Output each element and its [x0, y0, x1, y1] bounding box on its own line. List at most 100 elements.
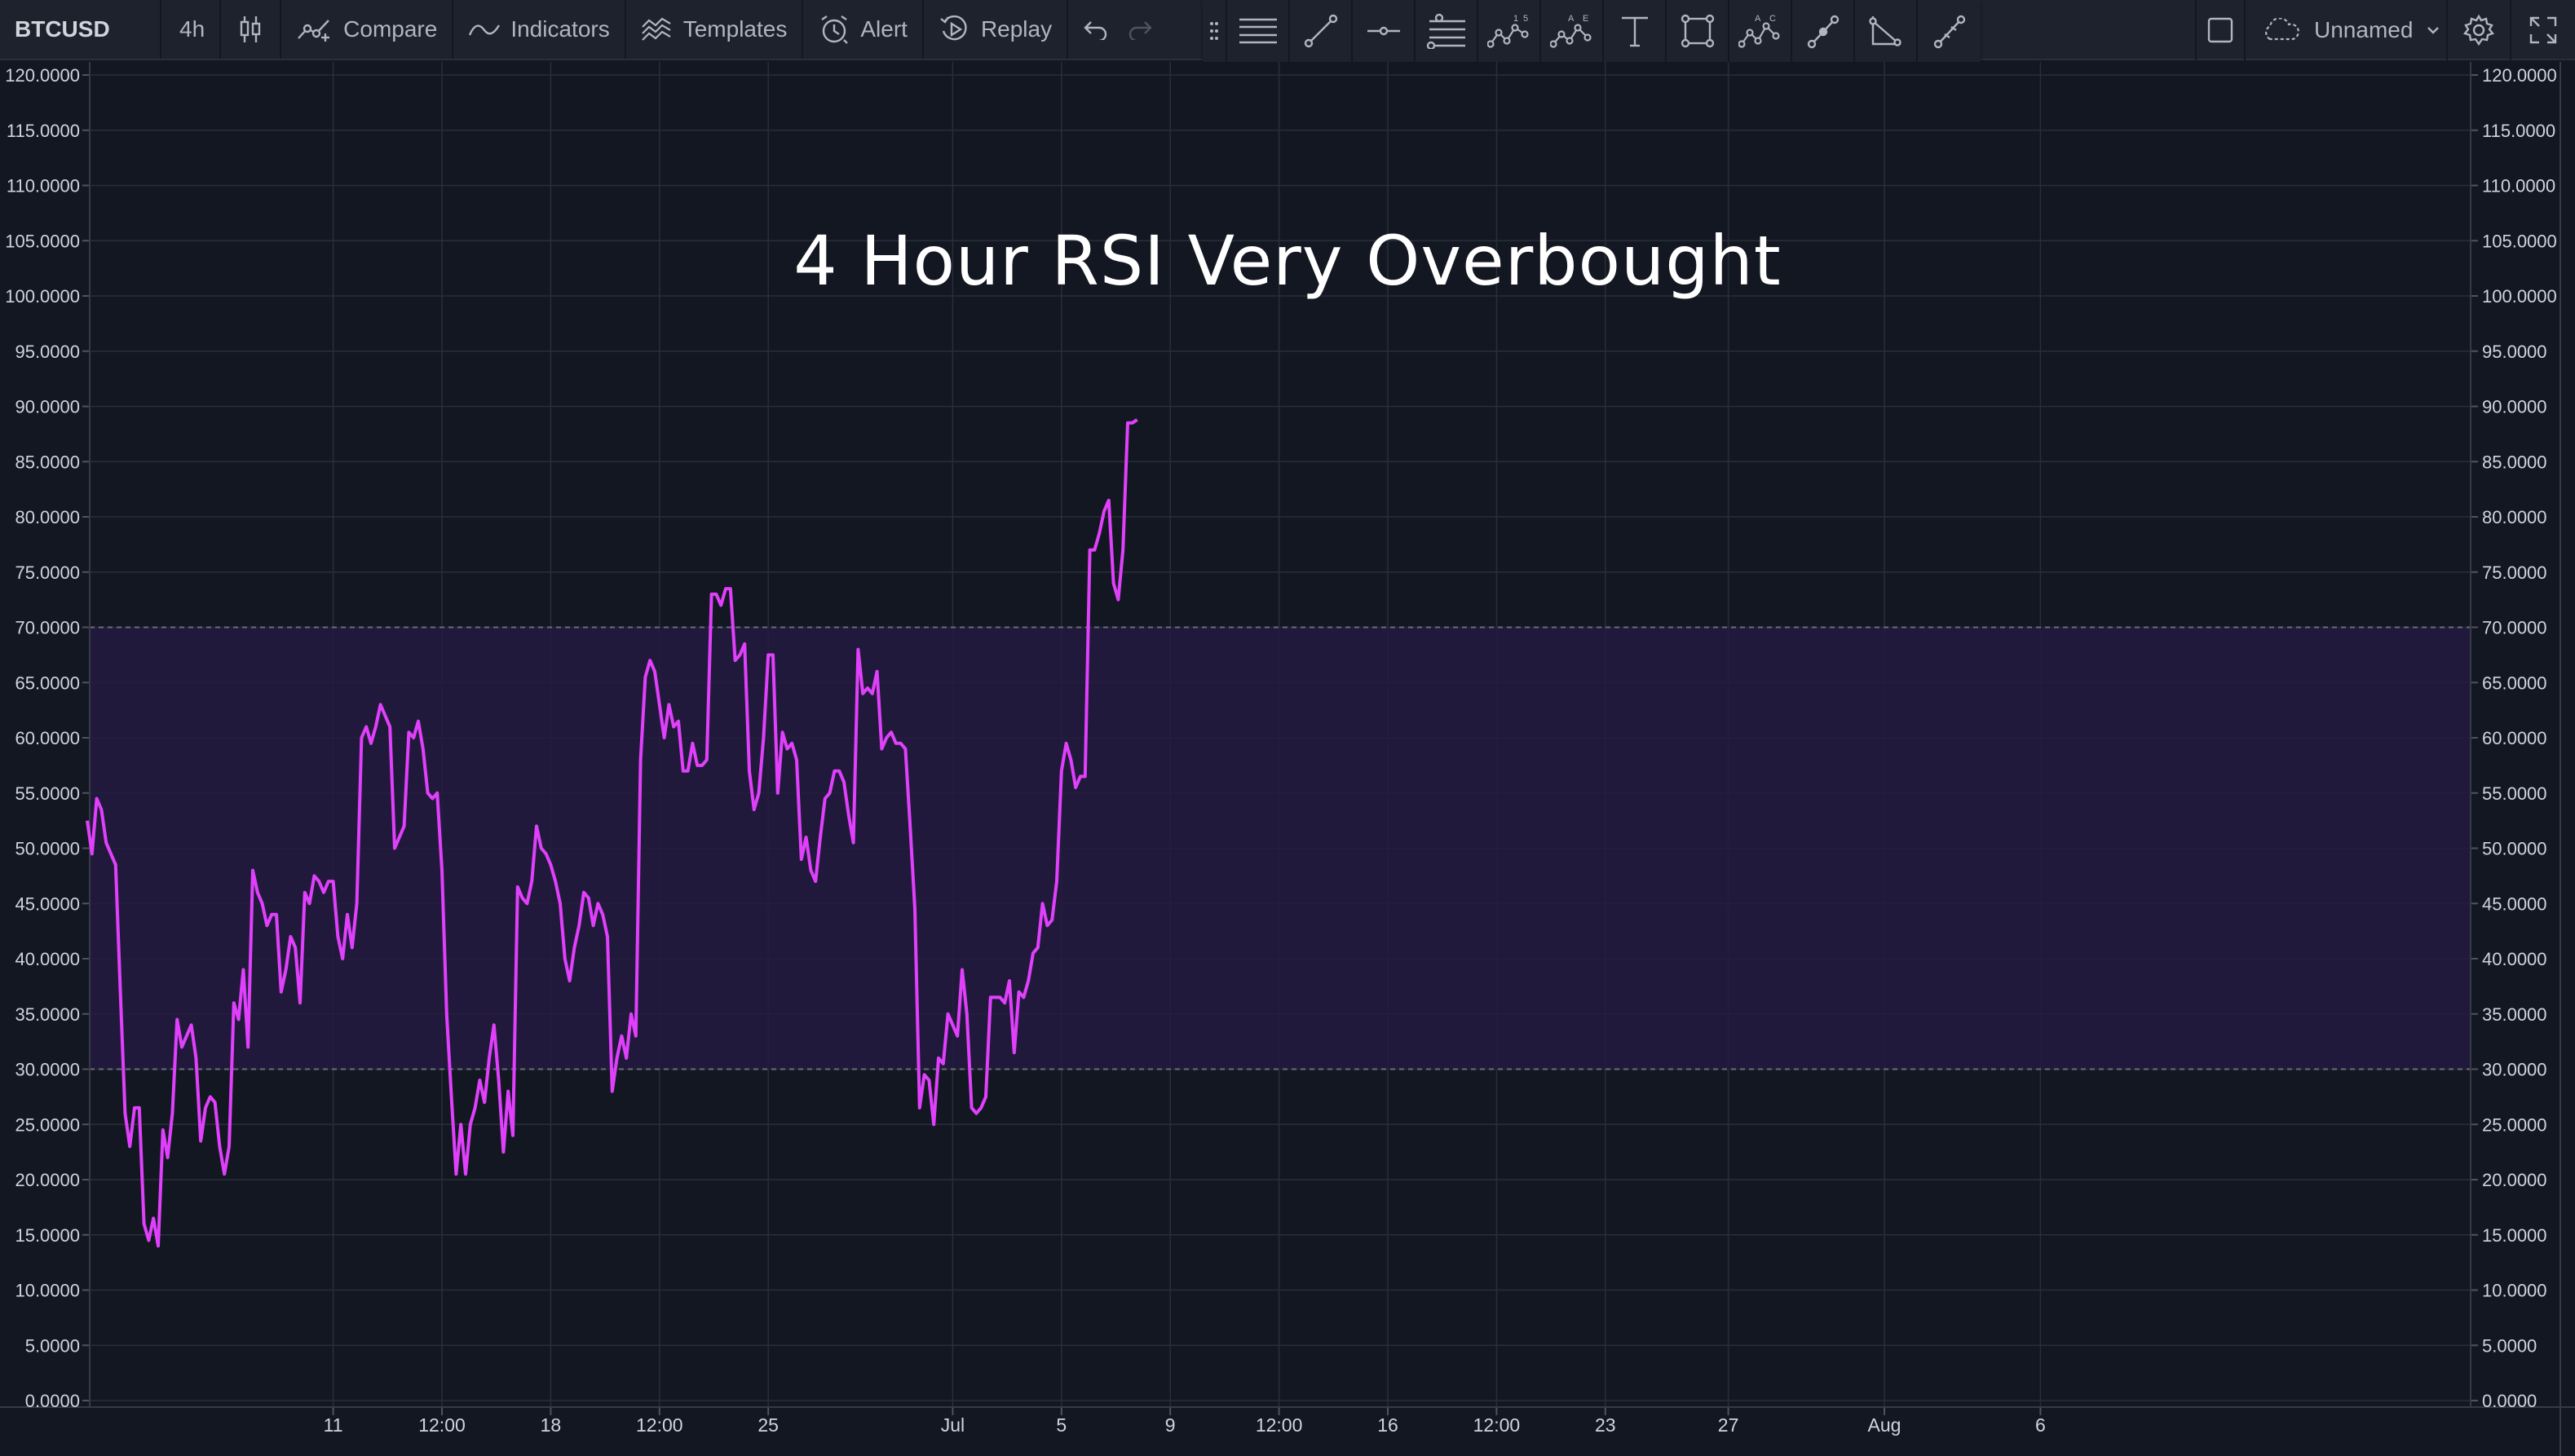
x-tick-label: 12:00 — [1256, 1414, 1303, 1436]
x-axis-labels: 11 12:00 18 12:00 25 Jul 5 9 12:00 16 12:00 23 27 Aug… — [324, 1414, 2046, 1436]
x-tick-label: 12:00 — [418, 1414, 466, 1436]
drag-handle-icon[interactable] — [1203, 0, 1227, 62]
rectangle-icon[interactable] — [1667, 0, 1729, 62]
ruler-icon[interactable] — [1918, 0, 1981, 62]
horizontal-ray-icon[interactable] — [1353, 0, 1416, 62]
templates-button[interactable]: Templates — [626, 0, 804, 59]
y-tick-label-left: 110.0000 — [7, 176, 80, 196]
compare-button[interactable]: Compare — [281, 0, 454, 59]
y-tick-label-left: 10.0000 — [15, 1281, 80, 1301]
alert-label: Alert — [860, 16, 908, 42]
symbol-search-button[interactable]: BTCUSD — [0, 0, 161, 59]
fullscreen-square-button[interactable] — [2195, 0, 2246, 60]
y-tick-label-right: 95.0000 — [2482, 342, 2547, 362]
x-tick-label: 25 — [757, 1414, 779, 1436]
svg-text:A: A — [1568, 14, 1575, 24]
compare-icon — [296, 15, 333, 43]
y-tick-label-left: 85.0000 — [15, 452, 80, 472]
replay-icon — [939, 14, 971, 45]
y-tick-label-right: 55.0000 — [2482, 783, 2547, 804]
fib-retracement-icon[interactable] — [1416, 0, 1478, 62]
x-tick-label: 23 — [1595, 1414, 1616, 1436]
layout-menu-button[interactable]: Unnamed — [2246, 0, 2448, 60]
x-tick-label: Jul — [941, 1414, 965, 1436]
y-tick-label-left: 65.0000 — [15, 673, 80, 693]
x-tick-label: 11 — [324, 1414, 343, 1436]
angle-icon[interactable] — [1855, 0, 1918, 62]
svg-text:A: A — [1755, 14, 1761, 24]
y-tick-label-right: 35.0000 — [2482, 1004, 2547, 1025]
text-cursor-icon[interactable] — [1604, 0, 1667, 62]
rsi-line — [86, 418, 1138, 1248]
x-tick-label: 16 — [1377, 1414, 1398, 1436]
y-tick-label-right: 105.0000 — [2482, 231, 2557, 251]
expand-icon — [2528, 15, 2559, 46]
rsi-band — [90, 626, 2471, 1070]
fullscreen-button[interactable] — [2511, 0, 2575, 60]
square-icon — [2206, 16, 2234, 44]
y-tick-label-left: 80.0000 — [15, 507, 80, 527]
y-tick-label-right: 20.0000 — [2482, 1170, 2547, 1190]
y-tick-label-right: 110.0000 — [2482, 176, 2555, 196]
chart-title: 4 Hour RSI Very Overbought — [793, 221, 1782, 301]
y-tick-label-left: 5.0000 — [25, 1335, 80, 1356]
y-tick-label-right: 45.0000 — [2482, 893, 2547, 914]
y-tick-label-right: 115.0000 — [2482, 121, 2555, 141]
y-tick-label-left: 60.0000 — [15, 728, 80, 748]
undo-redo-group — [1068, 0, 1168, 59]
alarm-clock-icon — [818, 14, 850, 45]
svg-text:1: 1 — [1513, 14, 1518, 24]
brush-icon[interactable] — [1792, 0, 1855, 62]
x-tick-label: 27 — [1718, 1414, 1739, 1436]
chart-area[interactable]: 120.0000 120.0000 115.0000 115.0000 110.0000… — [0, 62, 2575, 1456]
undo-icon[interactable] — [1083, 19, 1109, 40]
symbol-label: BTCUSD — [15, 16, 110, 42]
candlestick-icon — [237, 15, 263, 44]
y-tick-label-right: 0.0000 — [2482, 1391, 2537, 1411]
y-tick-label-left: 120.0000 — [5, 65, 80, 86]
y-tick-label-left: 0.0000 — [25, 1391, 80, 1411]
chart-type-button[interactable] — [221, 0, 282, 59]
axes — [0, 62, 2575, 1456]
y-tick-label-left: 95.0000 — [15, 342, 80, 362]
y-tick-label-right: 10.0000 — [2482, 1281, 2547, 1301]
svg-text:5: 5 — [1523, 14, 1528, 24]
trend-line-icon[interactable] — [1290, 0, 1353, 62]
settings-button[interactable] — [2448, 0, 2511, 60]
y-tick-label-left: 55.0000 — [15, 783, 80, 804]
y-tick-label-left: 75.0000 — [15, 563, 80, 583]
y-tick-label-left: 40.0000 — [15, 949, 80, 969]
y-tick-label-left: 45.0000 — [15, 893, 80, 914]
redo-icon[interactable] — [1127, 19, 1153, 40]
interval-button[interactable]: 4h — [161, 0, 222, 59]
x-tick-label: 6 — [2035, 1414, 2046, 1436]
y-tick-label-right: 5.0000 — [2482, 1335, 2537, 1356]
x-tick-label: 5 — [1056, 1414, 1067, 1436]
y-tick-label-right: 75.0000 — [2482, 563, 2547, 583]
rsi-band-fill — [90, 627, 2471, 1070]
y-tick-label-right: 50.0000 — [2482, 839, 2547, 859]
templates-icon — [641, 15, 674, 43]
y-axis-labels: 120.0000 120.0000 115.0000 115.0000 110.0000… — [5, 65, 2557, 1411]
y-tick-label-left: 105.0000 — [5, 231, 80, 251]
indicators-icon — [468, 17, 501, 42]
x-tick-label: 18 — [541, 1414, 562, 1436]
x-tick-label: Aug — [1868, 1414, 1901, 1436]
y-tick-label-right: 60.0000 — [2482, 728, 2547, 748]
replay-label: Replay — [980, 16, 1053, 42]
indicators-button[interactable]: Indicators — [453, 0, 626, 59]
y-tick-label-right: 65.0000 — [2482, 673, 2547, 693]
y-tick-label-right: 80.0000 — [2482, 507, 2547, 527]
y-tick-label-left: 30.0000 — [15, 1060, 80, 1080]
x-tick-label: 12:00 — [1473, 1414, 1521, 1436]
y-tick-label-right: 100.0000 — [2482, 286, 2557, 307]
replay-button[interactable]: Replay — [924, 0, 1069, 59]
y-tick-label-right: 15.0000 — [2482, 1225, 2547, 1246]
y-tick-label-left: 90.0000 — [15, 397, 80, 417]
horizontal-lines-icon[interactable] — [1227, 0, 1290, 62]
alert-button[interactable]: Alert — [803, 0, 924, 59]
